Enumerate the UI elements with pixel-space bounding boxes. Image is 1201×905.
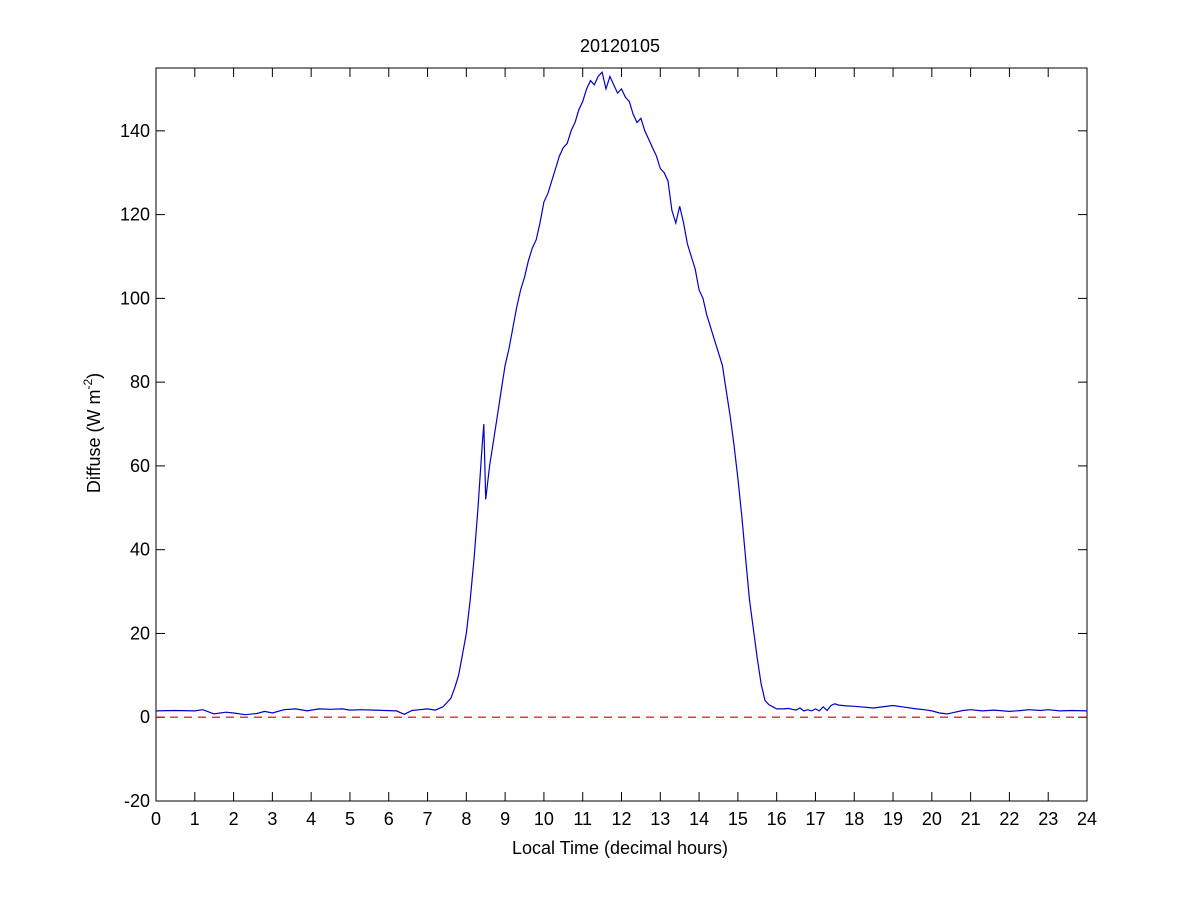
x-tick-label: 23 (1038, 809, 1058, 829)
y-axis-title-end: ) (84, 373, 104, 379)
x-tick-label: 8 (461, 809, 471, 829)
y-tick-label: 20 (130, 623, 150, 643)
diffuse-series-line (155, 70, 1088, 716)
x-tick-label: 18 (844, 809, 864, 829)
x-tick-label: 11 (573, 809, 592, 829)
y-tick-label: 0 (140, 707, 150, 727)
x-tick-label: 9 (500, 809, 510, 829)
x-tick-label: 7 (423, 809, 433, 829)
plot-area: 0 1 2 3 4 5 6 7 8 9 10 11 12 13 14 15 16 17 18 19 20 21 22 23 24… (120, 67, 1097, 829)
x-tick-label: 1 (190, 809, 200, 829)
x-tick-label: 4 (306, 809, 316, 829)
x-tick-label: 0 (151, 809, 161, 829)
x-tick-label: 22 (999, 809, 1019, 829)
x-tick-label: 13 (650, 809, 670, 829)
y-tick-label: 60 (130, 456, 150, 476)
x-tick-label: 20 (922, 809, 942, 829)
x-tick-label: 12 (611, 809, 631, 829)
y-tick-label: 40 (130, 540, 150, 560)
x-tick-label: 5 (345, 809, 355, 829)
y-tick-label: 80 (130, 372, 150, 392)
y-tick-label: 120 (120, 205, 150, 225)
x-tick-label: 19 (883, 809, 903, 829)
x-tick-label: 17 (805, 809, 825, 829)
y-axis-title-superscript: -2 (81, 378, 95, 389)
x-tick-label: 21 (961, 809, 981, 829)
y-tick-label: 100 (120, 288, 150, 308)
x-tick-label: 3 (267, 809, 277, 829)
x-tick-label: 2 (229, 809, 239, 829)
x-tick-label: 10 (534, 809, 554, 829)
y-tick-label: 140 (120, 121, 150, 141)
x-axis-title: Local Time (decimal hours) (512, 838, 728, 858)
svg-text:Diffuse (W m-2): Diffuse (W m-2) (81, 373, 104, 493)
y-axis-title: Diffuse (W m-2) (81, 373, 104, 493)
chart-title: 20120105 (580, 36, 660, 56)
x-tick-label: 6 (384, 809, 394, 829)
y-tick-label: -20 (124, 791, 150, 811)
x-tick-label: 15 (728, 809, 748, 829)
x-tick-label: 24 (1077, 809, 1097, 829)
y-axis-title-main: Diffuse (W m (84, 389, 104, 493)
x-tick-label: 14 (689, 809, 709, 829)
x-tick-label: 16 (767, 809, 787, 829)
